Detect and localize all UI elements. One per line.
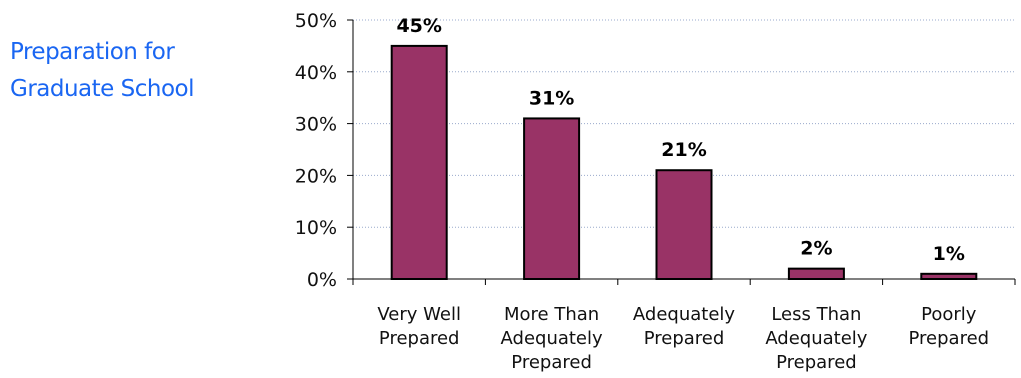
category-label-4: Poorly Prepared <box>909 304 990 349</box>
data-label-4: 1% <box>933 243 965 265</box>
data-label-1: 31% <box>529 87 574 109</box>
chart-title-line-1: Preparation for <box>10 39 175 65</box>
y-tick-label-30: 30% <box>295 114 337 136</box>
bar-4 <box>920 272 978 281</box>
data-label-3: 2% <box>800 238 832 260</box>
y-tick-label-50: 50% <box>295 10 337 32</box>
data-label-2: 21% <box>661 139 706 161</box>
category-label-0: Very Well Prepared <box>377 304 461 349</box>
category-label-1-line-2: Prepared <box>511 352 592 373</box>
chart-title-line-2: Graduate School <box>10 76 194 102</box>
bar-0 <box>390 44 448 281</box>
y-tick-label-20: 20% <box>295 165 337 187</box>
category-label-3-line-1: Adequately <box>765 328 867 349</box>
category-label-3-line-0: Less Than <box>771 304 861 325</box>
bar-3 <box>787 267 845 281</box>
category-label-1-line-1: Adequately <box>501 328 603 349</box>
category-label-2-line-0: Adequately <box>633 304 735 325</box>
category-label-4-line-1: Prepared <box>909 328 990 349</box>
bar-1 <box>523 117 581 280</box>
category-label-1: More Than Adequately Prepared <box>501 304 603 373</box>
category-label-3: Less Than Adequately Prepared <box>765 304 867 373</box>
y-tick-label-0: 0% <box>307 269 337 291</box>
y-tick-label-10: 10% <box>295 217 337 239</box>
y-tick-label-40: 40% <box>295 62 337 84</box>
bar-2 <box>655 169 713 280</box>
category-label-1-line-0: More Than <box>504 304 599 325</box>
category-label-2: Adequately Prepared <box>633 304 735 349</box>
category-label-2-line-1: Prepared <box>644 328 725 349</box>
category-label-0-line-1: Prepared <box>379 328 460 349</box>
data-label-0: 45% <box>396 15 441 37</box>
category-label-0-line-0: Very Well <box>377 304 461 325</box>
category-label-4-line-0: Poorly <box>921 304 977 325</box>
chart-title: Preparation for Graduate School <box>10 34 250 108</box>
category-label-3-line-2: Prepared <box>776 352 857 373</box>
